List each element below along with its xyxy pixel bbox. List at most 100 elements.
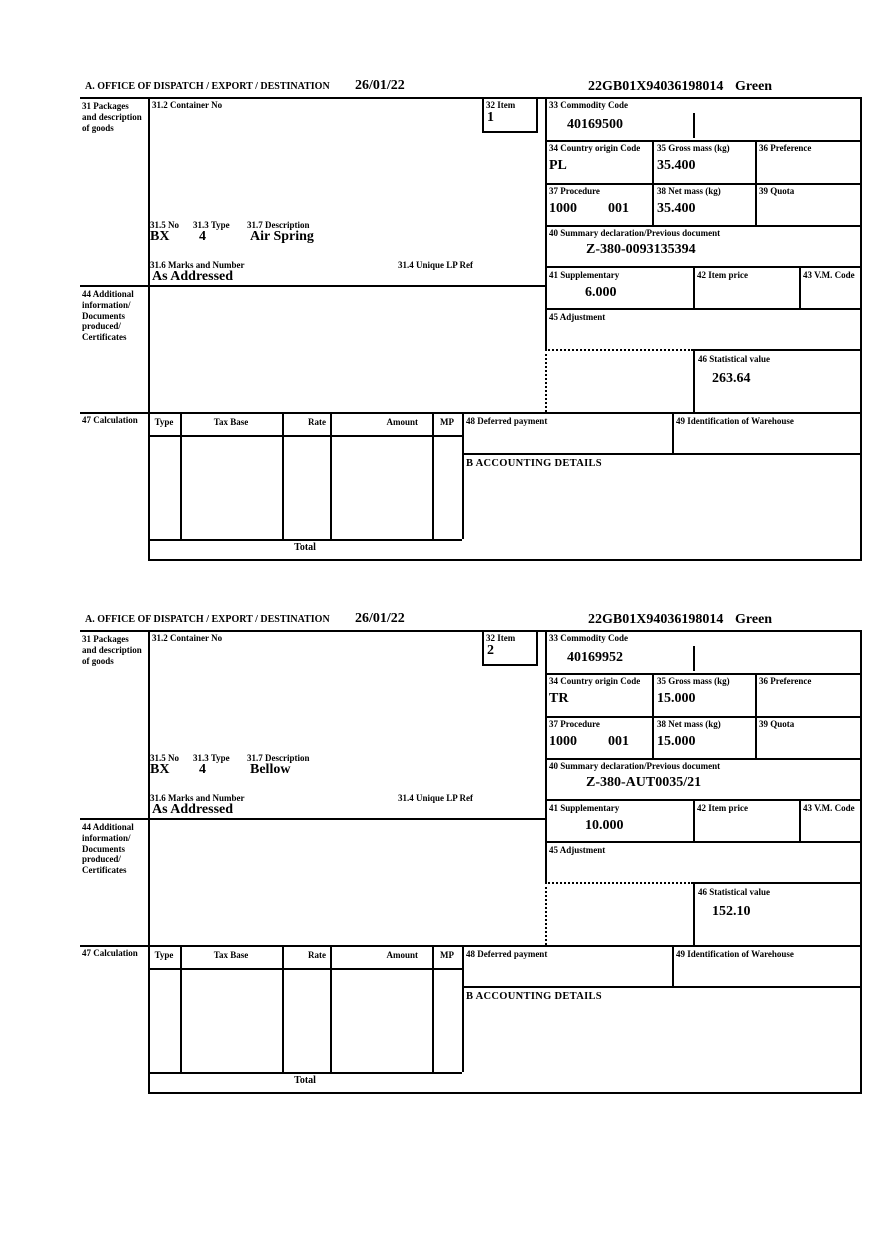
unique-lp-ref-label: 31.4 Unique LP Ref [398,260,474,270]
procedure-label: 37 Procedure [549,186,600,196]
grid-line [693,882,695,945]
net-mass-label: 38 Net mass (kg) [657,186,721,196]
grid-line [148,539,462,541]
net-mass-value: 15.000 [657,734,696,749]
mrn-number: 22GB01X94036198014 [588,612,724,627]
container-no-label: 31.2 Container No [152,633,223,643]
calc-col-amount: Amount [386,417,418,427]
package-no-value: BX [150,762,170,777]
box44-label: 44 Additional information/ Documents pro… [82,822,134,876]
grid-line [545,630,547,882]
deferred-payment-label: 48 Deferred payment [466,416,548,426]
package-type-value: 4 [199,229,206,244]
vm-code-label: 43 V.M. Code [803,270,855,280]
vm-code-label: 43 V.M. Code [803,803,855,813]
grid-line [545,841,862,843]
grid-line [545,140,862,142]
grid-line [693,349,862,351]
procedure-value: 1000 [549,201,577,216]
dotted-line [545,882,547,945]
supplementary-label: 41 Supplementary [549,270,620,280]
calc-col-rate: Rate [308,417,326,427]
calc-total-label: Total [294,542,316,553]
declaration-date: 26/01/22 [355,78,405,93]
grid-line [693,349,695,412]
grid-line [148,1072,462,1074]
warehouse-id-label: 49 Identification of Warehouse [676,949,794,959]
grid-line [693,882,862,884]
commodity-code-value: 40169500 [567,117,623,132]
package-no-label: 31.5 No [150,753,179,763]
grid-line [462,453,862,455]
procedure-label: 37 Procedure [549,719,600,729]
commodity-code-value: 40169952 [567,650,623,665]
grid-line [80,285,547,287]
grid-line [545,716,862,718]
summary-declaration-value: Z-380-AUT0035/21 [586,775,702,790]
item-label: 32 Item [486,100,516,110]
grid-line [180,945,182,1072]
commodity-code-subdivision-line [693,113,695,138]
declaration-date: 26/01/22 [355,611,405,626]
grid-line [860,630,862,1092]
grid-line [860,97,862,559]
statistical-value-label: 46 Statistical value [698,354,770,364]
box31-label: 31 Packages and description of goods [82,634,142,666]
calc-col-type: Type [154,950,174,960]
item-price-label: 42 Item price [697,803,748,813]
grid-line [282,412,284,539]
procedure-value: 1000 [549,734,577,749]
item-price-label: 42 Item price [697,270,748,280]
net-mass-label: 38 Net mass (kg) [657,719,721,729]
supplementary-value: 6.000 [585,285,617,300]
unique-lp-ref-label: 31.4 Unique LP Ref [398,793,474,803]
net-mass-value: 35.400 [657,201,696,216]
grid-line [148,630,150,1092]
package-type-label: 31.3 Type [193,753,230,763]
grid-line [545,183,862,185]
calc-col-amount: Amount [386,950,418,960]
grid-line [545,799,862,801]
gross-mass-value: 15.000 [657,691,696,706]
calc-col-tax-base: Tax Base [213,417,249,427]
gross-mass-label: 35 Gross mass (kg) [657,143,730,153]
country-origin-value: PL [549,158,567,173]
summary-declaration-value: Z-380-0093135394 [586,242,696,257]
description-label: 31.7 Description [247,220,310,230]
grid-line [330,945,332,1072]
quota-label: 39 Quota [759,186,795,196]
supplementary-value: 10.000 [585,818,624,833]
summary-declaration-label: 40 Summary declaration/Previous document [549,761,721,771]
accounting-details-label: B ACCOUNTING DETAILS [466,991,602,1002]
grid-line [80,945,862,947]
grid-line [80,818,547,820]
dotted-line [545,349,547,412]
grid-line [80,412,862,414]
commodity-code-label: 33 Commodity Code [549,633,628,643]
grid-line [693,799,695,841]
grid-line [672,412,674,453]
dotted-line [545,349,693,351]
summary-declaration-label: 40 Summary declaration/Previous document [549,228,721,238]
routing-status: Green [735,612,773,627]
box31-label: 31 Packages and description of goods [82,101,142,133]
package-no-value: BX [150,229,170,244]
package-no-label: 31.5 No [150,220,179,230]
package-type-value: 4 [199,762,206,777]
grid-line [330,412,332,539]
commodity-code-subdivision-line [693,646,695,671]
grid-line [148,97,150,559]
dotted-line [545,882,693,884]
supplementary-label: 41 Supplementary [549,803,620,813]
package-type-label: 31.3 Type [193,220,230,230]
office-of-dispatch-label: A. OFFICE OF DISPATCH / EXPORT / DESTINA… [85,614,330,625]
grid-line [799,266,801,308]
grid-line [148,559,862,561]
grid-line [693,266,695,308]
calc-col-rate: Rate [308,950,326,960]
marks-label: 31.6 Marks and Number [150,793,245,803]
preference-label: 36 Preference [759,676,812,686]
statistical-value: 263.64 [712,371,751,386]
adjustment-label: 45 Adjustment [549,312,606,322]
